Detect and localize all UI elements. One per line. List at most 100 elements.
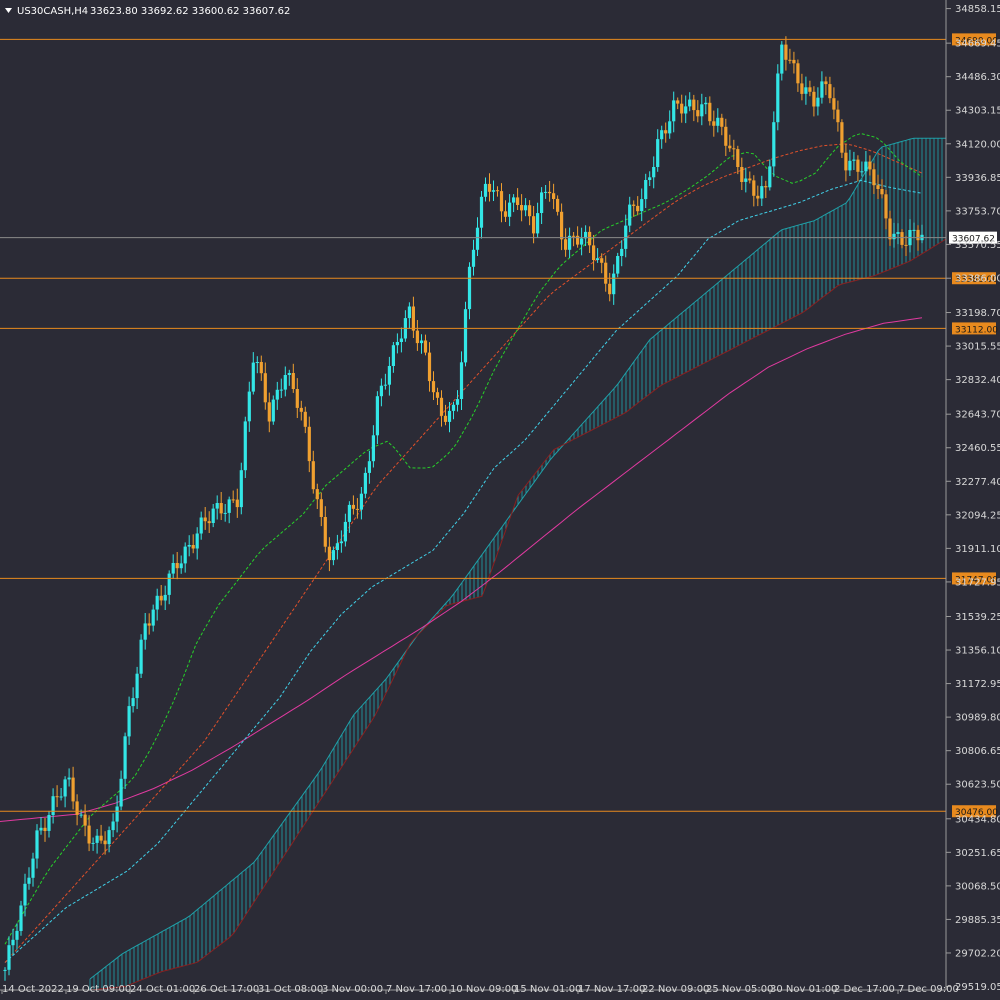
candle-body (367, 461, 371, 473)
candle-body (415, 330, 419, 344)
candle-body (387, 366, 391, 385)
candle-body (299, 407, 303, 412)
price-tick-label: 34120.00 (955, 139, 1000, 150)
time-tick-label: 31 Oct 08:00 (258, 984, 323, 995)
candle-body (151, 609, 155, 626)
candle-body (91, 842, 95, 844)
candle-body (203, 517, 207, 522)
candle-body (712, 121, 716, 126)
candle-body (115, 806, 119, 822)
candle-body (592, 245, 596, 260)
candle-body (395, 342, 399, 346)
candle-body (271, 399, 275, 422)
ohlc-values: 33623.80 33692.62 33600.62 33607.62 (90, 6, 290, 17)
candle-body (620, 248, 624, 256)
level-label-bg (952, 272, 996, 285)
candle-body (880, 189, 884, 195)
candle-body (183, 546, 187, 564)
candle-body (912, 229, 916, 231)
candle-body (876, 185, 880, 189)
candle-body (860, 171, 864, 173)
candle-body (303, 411, 307, 427)
candle-body (283, 375, 287, 390)
candle-body (540, 192, 544, 213)
time-tick-label: 22 Nov 09:00 (642, 984, 709, 995)
candle-body (431, 381, 436, 393)
candle-body (684, 106, 688, 114)
candle-body (716, 117, 720, 126)
candle-body (55, 796, 59, 798)
candle-body (411, 306, 415, 331)
candle-body (443, 415, 448, 422)
candle-body (672, 100, 676, 122)
horizontal-levels[interactable]: 34690.00 33386.00 33112.00 31747.00 30476.00… (0, 33, 998, 818)
candle-body (343, 521, 347, 542)
candle-body (103, 840, 107, 845)
candle-body (263, 373, 267, 403)
price-tick-label: 32643.70 (955, 410, 1000, 421)
price-tick-label: 29885.35 (955, 915, 1000, 926)
candle-body (127, 706, 131, 737)
candle-body (199, 517, 203, 534)
candle-body (884, 194, 888, 219)
candle-body (123, 736, 127, 779)
candle-body (503, 211, 508, 217)
candle-body (179, 563, 183, 569)
candle-body (796, 63, 800, 84)
candle-body (752, 180, 756, 196)
candle-body (315, 489, 319, 500)
candle-body (471, 249, 476, 267)
candle-body (764, 186, 768, 188)
candle-body (475, 227, 480, 250)
candle-body (748, 178, 752, 181)
time-tick-label: 24 Oct 01:00 (130, 984, 195, 995)
candle-body (75, 801, 79, 815)
candle-body (816, 97, 820, 107)
candle-body (696, 110, 700, 117)
candle-body (904, 244, 908, 246)
candle-body (27, 877, 31, 884)
candle-body (291, 373, 295, 389)
candle-body (175, 563, 179, 569)
level-label: 33386.00 (955, 275, 998, 285)
candle-body (900, 232, 904, 245)
candle-body (371, 435, 375, 462)
candle-body (467, 266, 472, 310)
price-tick-label: 34303.15 (955, 106, 1000, 117)
candle-body (95, 835, 99, 843)
candle-body (824, 81, 828, 85)
menu-triangle-icon[interactable] (5, 8, 12, 13)
candle-body (255, 362, 259, 363)
price-tick-label: 30806.65 (955, 746, 1000, 757)
candle-body (608, 283, 612, 295)
candle-body (632, 204, 636, 206)
candle-body (331, 550, 335, 561)
candle-body (447, 410, 452, 422)
price-tick-label: 34486.30 (955, 72, 1000, 83)
candle-body (427, 352, 432, 382)
candle-body (840, 122, 844, 153)
candle-body (495, 190, 500, 192)
candle-body (552, 193, 556, 199)
candle-body (191, 545, 195, 549)
candle-body (584, 231, 588, 239)
ma-slow-line (0, 317, 923, 822)
candle-body (87, 825, 91, 844)
candle-body (251, 362, 255, 392)
ma-mid-line (4, 143, 923, 963)
candle-body (351, 504, 355, 509)
time-tick-label: 25 Nov 05:00 (706, 984, 773, 995)
candle-body (892, 233, 896, 240)
candle-body (287, 373, 291, 375)
candle-body (267, 402, 271, 422)
candle-body (556, 198, 560, 212)
candle-body (600, 258, 604, 263)
candle-body (295, 389, 299, 408)
candle-body (463, 309, 468, 363)
candle-body (512, 197, 516, 203)
candle-body (275, 389, 279, 400)
candle-body (63, 779, 67, 797)
price-tick-label: 31539.25 (955, 612, 1000, 623)
